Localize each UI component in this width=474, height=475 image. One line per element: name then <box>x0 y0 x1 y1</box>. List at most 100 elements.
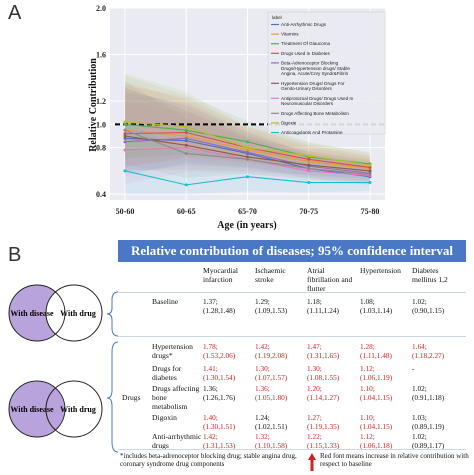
table-cell: 1.12; (1.06,1.18) <box>360 432 393 450</box>
y-tick-label: 1.2 <box>96 97 106 106</box>
data-point <box>307 160 311 164</box>
y-tick-label: 2.0 <box>96 4 106 13</box>
table-cell: 1.29; (1.09,1.53) <box>255 297 288 315</box>
data-point <box>307 169 311 173</box>
table-cell: 1.08; (1.03,1.14) <box>360 297 393 315</box>
table-cell: 1.47; (1.31,1.65) <box>307 342 340 360</box>
data-point <box>184 143 188 147</box>
data-point <box>123 169 127 173</box>
x-tick-label: 65-70 <box>238 207 257 216</box>
row-braces <box>106 291 119 453</box>
data-point <box>123 136 127 140</box>
data-point <box>123 134 127 138</box>
table-cell: 1.64; (1.18,2.27) <box>412 342 445 360</box>
table-cell: 1.02; (0.91,1.18) <box>412 384 445 402</box>
data-point <box>307 157 311 161</box>
table-cell: 1.37; (1.28,1.48) <box>203 297 236 315</box>
table-rule <box>118 292 466 293</box>
data-point <box>184 136 188 140</box>
data-point <box>246 146 249 150</box>
data-point <box>246 175 249 179</box>
legend-entry: Drugs Used In Diabetes <box>281 51 330 56</box>
venn-drug-label: With drug <box>60 405 96 414</box>
table-cell: 1.41; (1.30,1.54) <box>203 364 236 382</box>
data-point <box>123 148 127 152</box>
data-point <box>184 128 188 132</box>
col-header-mi: Myocardial infarction <box>203 266 239 284</box>
table-cell: 1.78; (1.53,2.06) <box>203 342 236 360</box>
data-point <box>368 172 372 176</box>
table-cell: 1.27; (1.19,1.35) <box>307 413 340 431</box>
drugs-group-label: Drugs <box>122 393 141 402</box>
x-tick-label: 60-65 <box>177 207 196 216</box>
legend-entry: Beta-Adrenoceptor Blocking Drugs/Hyperten… <box>281 60 350 76</box>
venn-disease-label: With disease <box>10 405 54 414</box>
legend-title: label <box>272 15 282 20</box>
legend-entry: Anticoagulants And Protamine <box>281 130 343 135</box>
data-point <box>184 134 188 138</box>
x-axis-label: Age (in years) <box>217 220 276 231</box>
row-label: Drugs affecting bone metabolism <box>152 384 200 411</box>
legend-entry: Treatment Of Glaucoma <box>281 41 331 46</box>
legend-box <box>267 11 386 135</box>
data-point <box>184 151 188 155</box>
brace-baseline <box>106 291 119 337</box>
table-cell: 1.30; (1.07,1.57) <box>255 364 288 382</box>
data-point <box>184 146 188 150</box>
table-cell: 1.03; (0.89,1.19) <box>412 413 445 431</box>
y-tick-label: 0.4 <box>96 190 106 199</box>
line-chart: 0.4 0.8 1.0 1.2 1.6 2.0 50-60 60-65 65-70 70-75 7… <box>88 4 386 231</box>
data-point <box>368 181 372 185</box>
brace-drugs <box>106 341 119 453</box>
panel-b-letter: B <box>8 244 22 266</box>
venn-drug-circle <box>45 284 103 342</box>
table-rule <box>118 336 466 337</box>
y-tick-labels: 0.4 0.8 1.0 1.2 1.6 2.0 <box>96 4 106 199</box>
table-cell: 1.20; (1.14,1.27) <box>307 384 340 402</box>
col-header-dm: Diabetes mellitus 1,2 <box>412 266 448 284</box>
data-point <box>123 122 127 126</box>
legend-entry: Anti-Arrhythmic Drugs <box>281 22 327 27</box>
data-point <box>184 139 188 143</box>
data-point <box>246 150 249 154</box>
table-cell: 1.02; (0.89,1.17) <box>412 432 445 450</box>
panel-a-letter: A <box>8 2 22 24</box>
row-label: Anti-arrhythmic drugs <box>152 432 202 450</box>
legend-entry: Drugs Affecting Bone Metabolism <box>281 111 349 116</box>
table-cell: 1.42; (1.31,1.53) <box>203 432 236 450</box>
x-tick-label: 70-75 <box>299 207 318 216</box>
legend-entry: Vitamins <box>281 32 299 37</box>
data-point <box>307 163 311 167</box>
col-header-stroke: Ischaemic stroke <box>255 266 286 284</box>
data-point <box>307 154 311 158</box>
row-label-baseline: Baseline <box>152 297 179 306</box>
venn-disease-label: With disease <box>10 309 54 318</box>
y-tick-label: 0.8 <box>96 144 106 153</box>
table-cell: - <box>412 364 415 373</box>
x-tick-label: 50-60 <box>116 207 135 216</box>
data-point <box>368 165 372 169</box>
venn-baseline: With disease With drug <box>8 284 103 342</box>
series-lines <box>123 120 372 187</box>
footnote: *includes beta-adrenoceptor blocking dru… <box>120 452 297 468</box>
legend-entry: Hypertension Drugs/ Drugs For Genito-Urin… <box>281 81 345 91</box>
x-tick-labels: 50-60 60-65 65-70 70-75 75-80 <box>116 207 380 216</box>
table-cell: 1.32; (1.10,1.58) <box>255 432 288 450</box>
data-point <box>184 183 188 187</box>
venn-overlap-outline <box>55 291 66 335</box>
table-cell: 1.40; (1.30,1.51) <box>203 413 236 431</box>
data-point <box>184 131 188 135</box>
data-point <box>123 140 127 144</box>
y-tick-label: 1.0 <box>96 120 106 129</box>
row-label: Digoxin <box>152 413 177 422</box>
table-cell: 1.28; (1.11,1.48) <box>360 342 392 360</box>
data-point <box>246 155 249 159</box>
col-header-htn: Hypertension <box>360 266 401 275</box>
table-cell: 1.02; (0.90,1.15) <box>412 297 445 315</box>
data-point <box>123 128 127 132</box>
table-cell: 1.18; (1.11,1.24) <box>307 297 339 315</box>
table-cell: 1.22; (1.15,1.33) <box>307 432 340 450</box>
data-point <box>246 157 249 161</box>
x-tick-label: 75-80 <box>361 207 380 216</box>
row-label: Hypertension drugs* <box>152 342 193 360</box>
